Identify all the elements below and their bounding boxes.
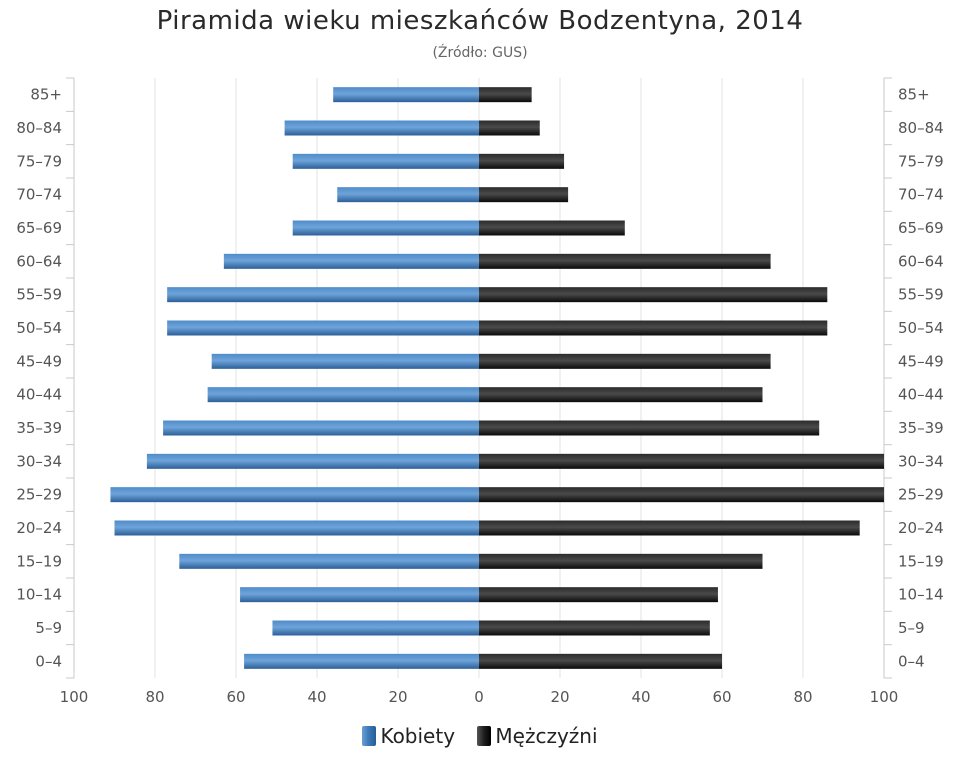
bar-mezczyzni[interactable]	[479, 120, 540, 136]
bar-mezczyzni[interactable]	[479, 453, 884, 469]
category-label-right: 10–14	[898, 586, 944, 604]
category-label-right: 45–49	[898, 352, 944, 370]
category-label-left: 20–24	[16, 519, 62, 537]
bar-kobiety[interactable]	[333, 87, 479, 103]
bar-kobiety[interactable]	[146, 453, 479, 469]
category-label-left: 0–4	[35, 652, 62, 670]
legend-swatch-female	[362, 725, 377, 746]
bar-kobiety[interactable]	[114, 520, 480, 536]
bar-kobiety[interactable]	[179, 553, 480, 569]
bar-mezczyzni[interactable]	[479, 420, 820, 436]
chart-title: Piramida wieku mieszkańców Bodzentyna, 2…	[156, 6, 804, 36]
bar-kobiety[interactable]	[240, 587, 479, 603]
bar-mezczyzni[interactable]	[479, 187, 569, 203]
axis-labels: 100 80 60 40 20 0 20 40 60 80 100 85+ 85+ 80–84 80–84 7…	[16, 86, 943, 706]
bar-mezczyzni[interactable]	[479, 253, 771, 269]
bar-mezczyzni[interactable]	[479, 553, 763, 569]
x-tick-label: 80	[793, 688, 812, 706]
x-tick-label: 60	[226, 688, 245, 706]
legend-item-kobiety[interactable]: Kobiety	[362, 724, 455, 748]
bar-kobiety[interactable]	[110, 487, 479, 503]
x-tick-label: 100	[870, 688, 899, 706]
bar-mezczyzni[interactable]	[479, 653, 722, 669]
category-label-left: 80–84	[16, 119, 62, 137]
bar-mezczyzni[interactable]	[479, 353, 771, 369]
category-label-right: 0–4	[898, 652, 925, 670]
legend-label-kobiety: Kobiety	[380, 723, 456, 748]
category-label-right: 70–74	[898, 186, 944, 204]
category-label-left: 30–34	[16, 452, 62, 470]
bar-mezczyzni[interactable]	[479, 320, 828, 336]
bar-mezczyzni[interactable]	[479, 153, 565, 169]
category-label-right: 30–34	[898, 452, 944, 470]
category-label-right: 75–79	[898, 152, 944, 170]
x-tick-label: 20	[550, 688, 569, 706]
bar-mezczyzni[interactable]	[479, 520, 860, 536]
category-label-right: 35–39	[898, 419, 944, 437]
category-label-right: 55–59	[898, 286, 944, 304]
category-label-left: 25–29	[16, 486, 62, 504]
category-label-right: 20–24	[898, 519, 944, 537]
category-label-right: 50–54	[898, 319, 944, 337]
category-label-left: 60–64	[16, 252, 62, 270]
category-label-left: 70–74	[16, 186, 62, 204]
category-label-right: 80–84	[898, 119, 944, 137]
category-label-right: 40–44	[898, 386, 944, 404]
x-tick-label: 0	[474, 688, 484, 706]
chart-subtitle: (Źródło: GUS)	[432, 45, 528, 61]
bars	[110, 87, 884, 669]
category-label-left: 35–39	[16, 419, 62, 437]
category-label-left: 85+	[30, 86, 62, 104]
bar-kobiety[interactable]	[292, 220, 479, 236]
bar-mezczyzni[interactable]	[479, 587, 718, 603]
x-tick-label: 60	[712, 688, 731, 706]
grid-lines	[66, 77, 892, 679]
bar-mezczyzni[interactable]	[479, 387, 763, 403]
bar-kobiety[interactable]	[292, 153, 479, 169]
x-tick-label: 40	[307, 688, 326, 706]
bar-kobiety[interactable]	[163, 420, 479, 436]
x-tick-label: 100	[60, 688, 89, 706]
bar-mezczyzni[interactable]	[479, 87, 532, 103]
category-label-left: 10–14	[16, 586, 62, 604]
x-tick-label: 40	[631, 688, 650, 706]
bar-kobiety[interactable]	[272, 620, 479, 636]
bar-kobiety[interactable]	[167, 320, 479, 336]
bar-mezczyzni[interactable]	[479, 287, 828, 303]
legend-label-mezczyzni: Mężczyźni	[495, 723, 598, 748]
bar-kobiety[interactable]	[337, 187, 479, 203]
category-label-left: 65–69	[16, 219, 62, 237]
bar-kobiety[interactable]	[244, 653, 479, 669]
bar-mezczyzni[interactable]	[479, 620, 710, 636]
bar-kobiety[interactable]	[284, 120, 479, 136]
bar-kobiety[interactable]	[167, 287, 479, 303]
category-label-right: 25–29	[898, 486, 944, 504]
x-tick-label: 80	[145, 688, 164, 706]
legend-item-mezczyzni[interactable]: Mężczyźni	[477, 723, 598, 748]
x-tick-label: 20	[388, 688, 407, 706]
bar-kobiety[interactable]	[207, 387, 479, 403]
bar-kobiety[interactable]	[223, 253, 479, 269]
category-label-right: 15–19	[898, 552, 944, 570]
category-label-left: 40–44	[16, 386, 62, 404]
category-label-left: 5–9	[35, 619, 62, 637]
bar-mezczyzni[interactable]	[479, 487, 884, 503]
bar-mezczyzni[interactable]	[479, 220, 625, 236]
category-label-right: 65–69	[898, 219, 944, 237]
category-label-left: 55–59	[16, 286, 62, 304]
category-label-right: 85+	[898, 86, 930, 104]
category-label-left: 45–49	[16, 352, 62, 370]
category-label-right: 60–64	[898, 252, 944, 270]
legend: Kobiety Mężczyźni	[0, 722, 960, 748]
category-label-left: 50–54	[16, 319, 62, 337]
category-label-left: 75–79	[16, 152, 62, 170]
category-label-right: 5–9	[898, 619, 925, 637]
bar-kobiety[interactable]	[211, 353, 479, 369]
category-label-left: 15–19	[16, 552, 62, 570]
legend-swatch-male	[477, 725, 492, 746]
population-pyramid-chart: 100 80 60 40 20 0 20 40 60 80 100 85+ 85+ 80–84 80–84 7…	[16, 77, 944, 706]
